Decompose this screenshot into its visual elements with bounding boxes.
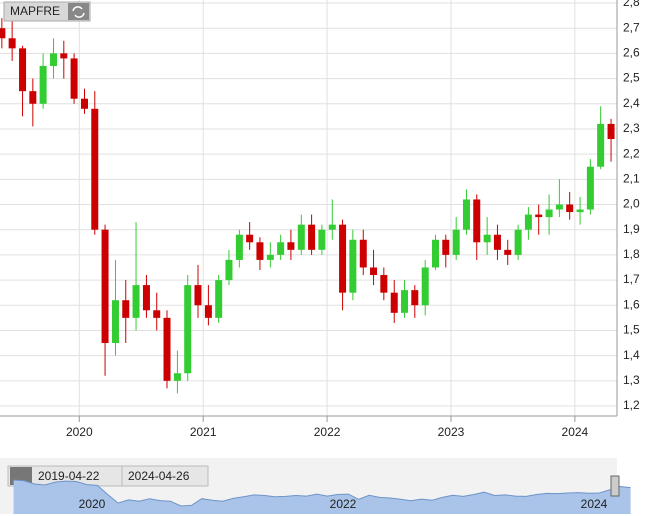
candle-body	[349, 239, 357, 293]
candle-body	[91, 108, 99, 230]
candle-body	[401, 290, 409, 313]
candle-body	[318, 229, 326, 250]
y-tick-label: 1,5	[623, 323, 640, 337]
candle-body	[70, 58, 78, 99]
candle-body	[111, 300, 119, 344]
candle-body	[153, 310, 161, 318]
candle-body	[122, 300, 130, 318]
candle-body	[493, 234, 501, 250]
candle-body	[514, 229, 522, 255]
candle-body	[586, 166, 594, 210]
navigator-handle[interactable]	[610, 475, 620, 497]
candle-body	[411, 290, 419, 306]
y-tick-label: 1,3	[623, 373, 640, 387]
candle-body	[504, 249, 512, 255]
x-tick-label: 2023	[438, 425, 465, 439]
candle-body	[173, 373, 181, 381]
candle-body	[380, 275, 388, 293]
candle-body	[277, 242, 285, 255]
navigator-area	[13, 480, 631, 514]
y-tick-label: 2,5	[623, 71, 640, 85]
candle-body	[225, 259, 233, 281]
candle-body	[524, 214, 532, 230]
y-tick-label: 2,4	[623, 96, 640, 110]
candle-body	[39, 65, 47, 104]
candle-body	[359, 239, 367, 268]
candle-body	[132, 285, 140, 318]
range-to: 2024-04-26	[128, 469, 190, 483]
candle-body	[266, 254, 274, 260]
refresh-icon	[72, 6, 85, 18]
candle-body	[101, 229, 109, 344]
y-tick-label: 1,2	[623, 398, 640, 412]
candle-body	[60, 53, 68, 59]
candle-body	[462, 199, 470, 230]
y-tick-label: 1,8	[623, 247, 640, 261]
candle-body	[204, 305, 212, 318]
y-tick-label: 2,8	[623, 0, 640, 9]
candle-body	[29, 91, 37, 104]
y-tick-label: 1,7	[623, 272, 640, 286]
y-tick-label: 1,9	[623, 222, 640, 236]
x-tick-label: 2021	[190, 425, 217, 439]
candle-body	[184, 285, 192, 374]
candle-body	[431, 239, 439, 268]
candles	[0, 15, 615, 394]
x-tick-label: 2024	[562, 425, 589, 439]
candle-body	[328, 224, 336, 230]
x-tick-label: 2022	[314, 425, 341, 439]
candle-body	[535, 214, 543, 218]
candle-body	[19, 48, 27, 92]
candle-body	[308, 224, 316, 250]
y-tick-label: 2,7	[623, 20, 640, 34]
candle-body	[442, 239, 450, 255]
title-box: MAPFRE	[3, 1, 91, 22]
candle-body	[483, 234, 491, 243]
candle-body	[297, 224, 305, 250]
navigator: 2019-04-22 2024-04-26 2020 2022 2024	[0, 458, 631, 514]
candle-body	[142, 285, 150, 311]
y-tick-label: 1,4	[623, 348, 640, 362]
candle-body	[576, 209, 584, 213]
chart-title: MAPFRE	[10, 4, 60, 18]
candle-body	[163, 317, 171, 381]
candle-body	[607, 123, 615, 140]
candle-body	[287, 242, 295, 250]
candle-body	[80, 98, 88, 109]
candle-body	[215, 280, 223, 318]
y-tick-label: 2,1	[623, 171, 640, 185]
refresh-button[interactable]	[68, 3, 89, 20]
range-from: 2019-04-22	[38, 469, 100, 483]
range-box-to[interactable]	[121, 465, 209, 487]
y-tick-label: 2,2	[623, 146, 640, 160]
candle-body	[452, 229, 460, 255]
candle-body	[555, 204, 563, 210]
navigator-tick-label: 2024	[581, 497, 608, 511]
y-tick-label: 2,3	[623, 121, 640, 135]
candle-body	[545, 209, 553, 218]
candle-body	[246, 234, 254, 243]
candle-body	[235, 234, 243, 260]
navigator-tick-label: 2022	[330, 497, 357, 511]
candle-body	[50, 53, 58, 66]
candle-body	[390, 292, 398, 313]
y-tick-label: 2,0	[623, 197, 640, 211]
candle-body	[194, 285, 202, 306]
candle-body	[421, 267, 429, 306]
candle-body	[566, 204, 574, 213]
candle-body	[597, 123, 605, 167]
candle-body	[473, 199, 481, 243]
navigator-line	[13, 479, 631, 507]
x-tick-label: 2020	[66, 425, 93, 439]
navigator-tick-label: 2020	[79, 497, 106, 511]
y-tick-label: 1,6	[623, 297, 640, 311]
y-tick-label: 2,6	[623, 46, 640, 60]
candle-body	[256, 242, 264, 260]
candle-body	[0, 28, 6, 39]
candle-body	[8, 38, 16, 49]
candle-body	[370, 267, 378, 276]
candle-body	[339, 224, 347, 293]
